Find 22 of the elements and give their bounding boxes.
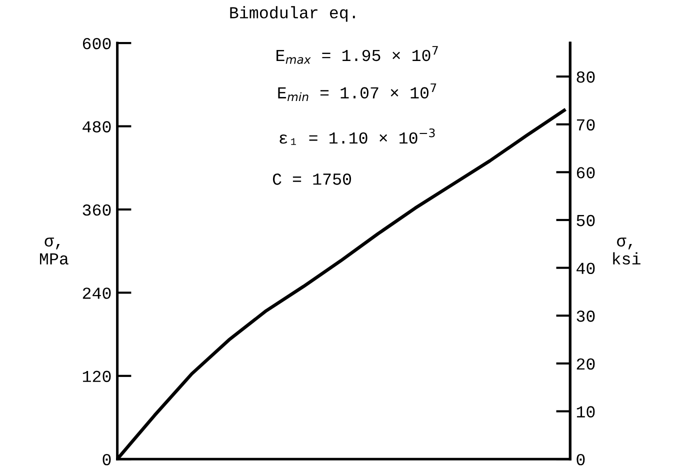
y2-tick-label: 30 bbox=[576, 310, 595, 322]
y2-tick-label: 50 bbox=[576, 214, 595, 226]
y-tick-label: 480 bbox=[82, 121, 111, 132]
y2-axis-title: σ, ksi bbox=[613, 238, 640, 265]
y-axis-title: σ, MPa bbox=[40, 238, 68, 265]
y-tick-label: 120 bbox=[82, 370, 111, 382]
y2-tick-label: 40 bbox=[576, 262, 595, 274]
y-tick-label: 360 bbox=[82, 204, 111, 216]
annotation: C = 1750 bbox=[272, 174, 352, 185]
y2-tick-label: 70 bbox=[576, 119, 595, 131]
y-tick-label: 0 bbox=[102, 454, 111, 466]
y2-tick-label: 0 bbox=[576, 454, 585, 466]
annotation: E$_{min}$ = 1.07 × 10$^{7}$ bbox=[278, 83, 436, 102]
y-tick-label: 240 bbox=[82, 288, 111, 299]
y2-tick-label: 10 bbox=[576, 406, 595, 418]
y2-tick-label: 20 bbox=[576, 358, 595, 370]
annotation: ε₁ = 1.10 × 10$^{−3}$ bbox=[280, 128, 435, 145]
text: Bimodular eq. bbox=[230, 6, 355, 22]
y-tick-label: 600 bbox=[82, 38, 111, 50]
y2-tick-label: 60 bbox=[576, 167, 595, 178]
y2-tick-label: 80 bbox=[576, 71, 595, 83]
annotation: E$_{max}$ = 1.95 × 10$^{7}$ bbox=[276, 46, 438, 64]
